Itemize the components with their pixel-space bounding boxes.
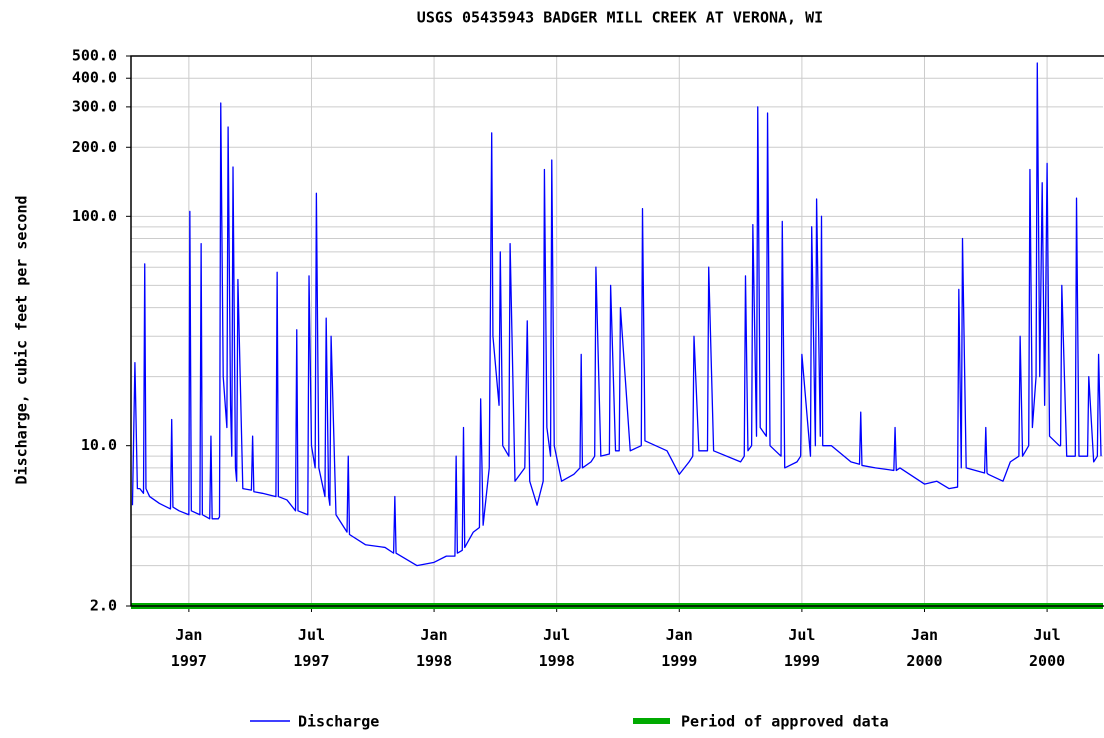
x-tick-label: Jul 1997	[293, 626, 330, 670]
x-tick-label: Jan 2000	[906, 626, 943, 670]
y-axis-label: Discharge, cubic feet per second	[13, 196, 31, 485]
x-tick-label: Jan 1999	[661, 626, 698, 670]
x-tick-label: Jan 1998	[416, 626, 453, 670]
y-tick-label: 300.0	[72, 97, 117, 115]
chart-title: USGS 05435943 BADGER MILL CREEK AT VERON…	[417, 9, 823, 27]
y-tick-label: 500.0	[72, 47, 117, 65]
y-tick-label: 100.0	[72, 207, 117, 225]
y-tick-label: 400.0	[72, 69, 117, 87]
x-tick-label: Jul 2000	[1029, 626, 1066, 670]
x-tick-label: Jul 1999	[783, 626, 820, 670]
plot-frame	[130, 55, 1104, 607]
legend-label: Period of approved data	[681, 713, 889, 731]
discharge-line	[131, 62, 1102, 567]
y-tick-label: 200.0	[72, 138, 117, 156]
y-tick-label: 2.0	[90, 597, 117, 615]
x-tick-label: Jan 1997	[170, 626, 207, 670]
legend-label: Discharge	[298, 713, 379, 731]
x-tick-label: Jul 1998	[538, 626, 575, 670]
y-tick-label: 10.0	[81, 436, 117, 454]
